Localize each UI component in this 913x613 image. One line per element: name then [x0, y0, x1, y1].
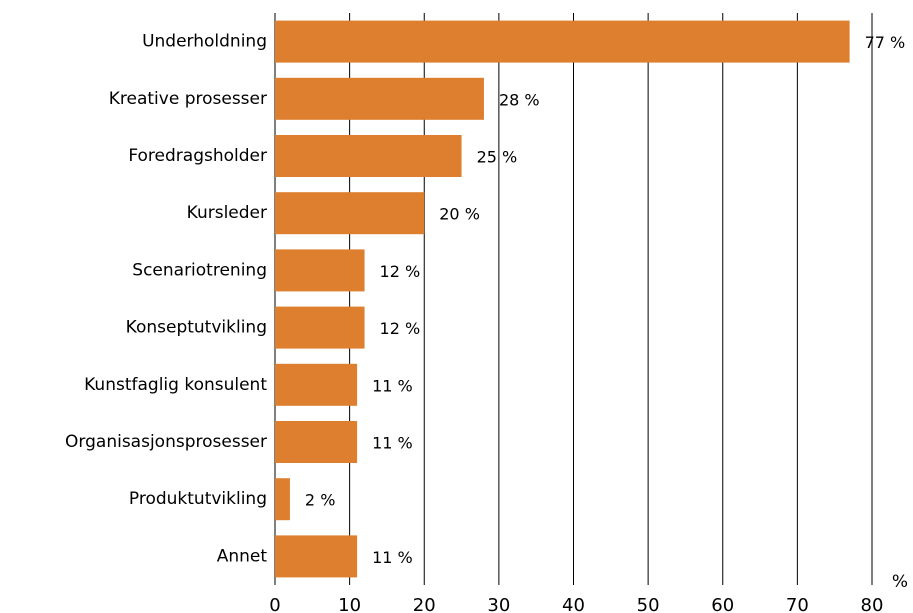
value-label: 2 % [305, 491, 335, 510]
bar [275, 192, 425, 235]
x-tick-label: 80 [861, 595, 884, 613]
bar [275, 249, 365, 292]
y-tick-label: Kreative prosesser [109, 89, 267, 109]
x-axis-label: % [892, 572, 908, 592]
bar [275, 535, 358, 578]
value-label: 11 % [372, 548, 413, 567]
bar [275, 20, 850, 63]
value-label: 12 % [380, 319, 421, 338]
bar [275, 478, 290, 521]
value-label: 11 % [372, 434, 413, 453]
x-tick-label: 40 [562, 595, 585, 613]
y-tick-label: Kursleder [187, 203, 267, 223]
x-tick-label: 30 [487, 595, 510, 613]
x-tick-label: 70 [786, 595, 809, 613]
bar [275, 135, 462, 177]
x-tick-label: 0 [269, 595, 280, 613]
value-label: 77 % [865, 33, 906, 52]
value-label: 28 % [499, 90, 540, 109]
y-tick-label: Kunstfaglig konsulent [84, 375, 267, 395]
bar [275, 77, 484, 120]
y-tick-label: Organisasjonsprosesser [65, 432, 267, 452]
bar [275, 421, 358, 463]
value-label: 12 % [380, 262, 421, 281]
x-tick-label: 10 [338, 595, 361, 613]
bar [275, 306, 365, 349]
x-tick-label: 20 [413, 595, 436, 613]
y-tick-label: Foredragsholder [128, 146, 267, 166]
x-tick-label: 60 [711, 595, 734, 613]
bar [275, 363, 358, 406]
y-tick-label: Annet [217, 546, 268, 566]
value-label: 25 % [477, 148, 518, 167]
y-tick-label: Underholdning [142, 32, 267, 52]
value-label: 20 % [439, 205, 480, 224]
x-tick-label: 50 [637, 595, 660, 613]
y-tick-label: Konseptutvikling [126, 318, 267, 338]
y-tick-label: Produktutvikling [129, 489, 267, 509]
value-label: 11 % [372, 376, 413, 395]
y-tick-label: Scenariotrening [132, 260, 267, 280]
